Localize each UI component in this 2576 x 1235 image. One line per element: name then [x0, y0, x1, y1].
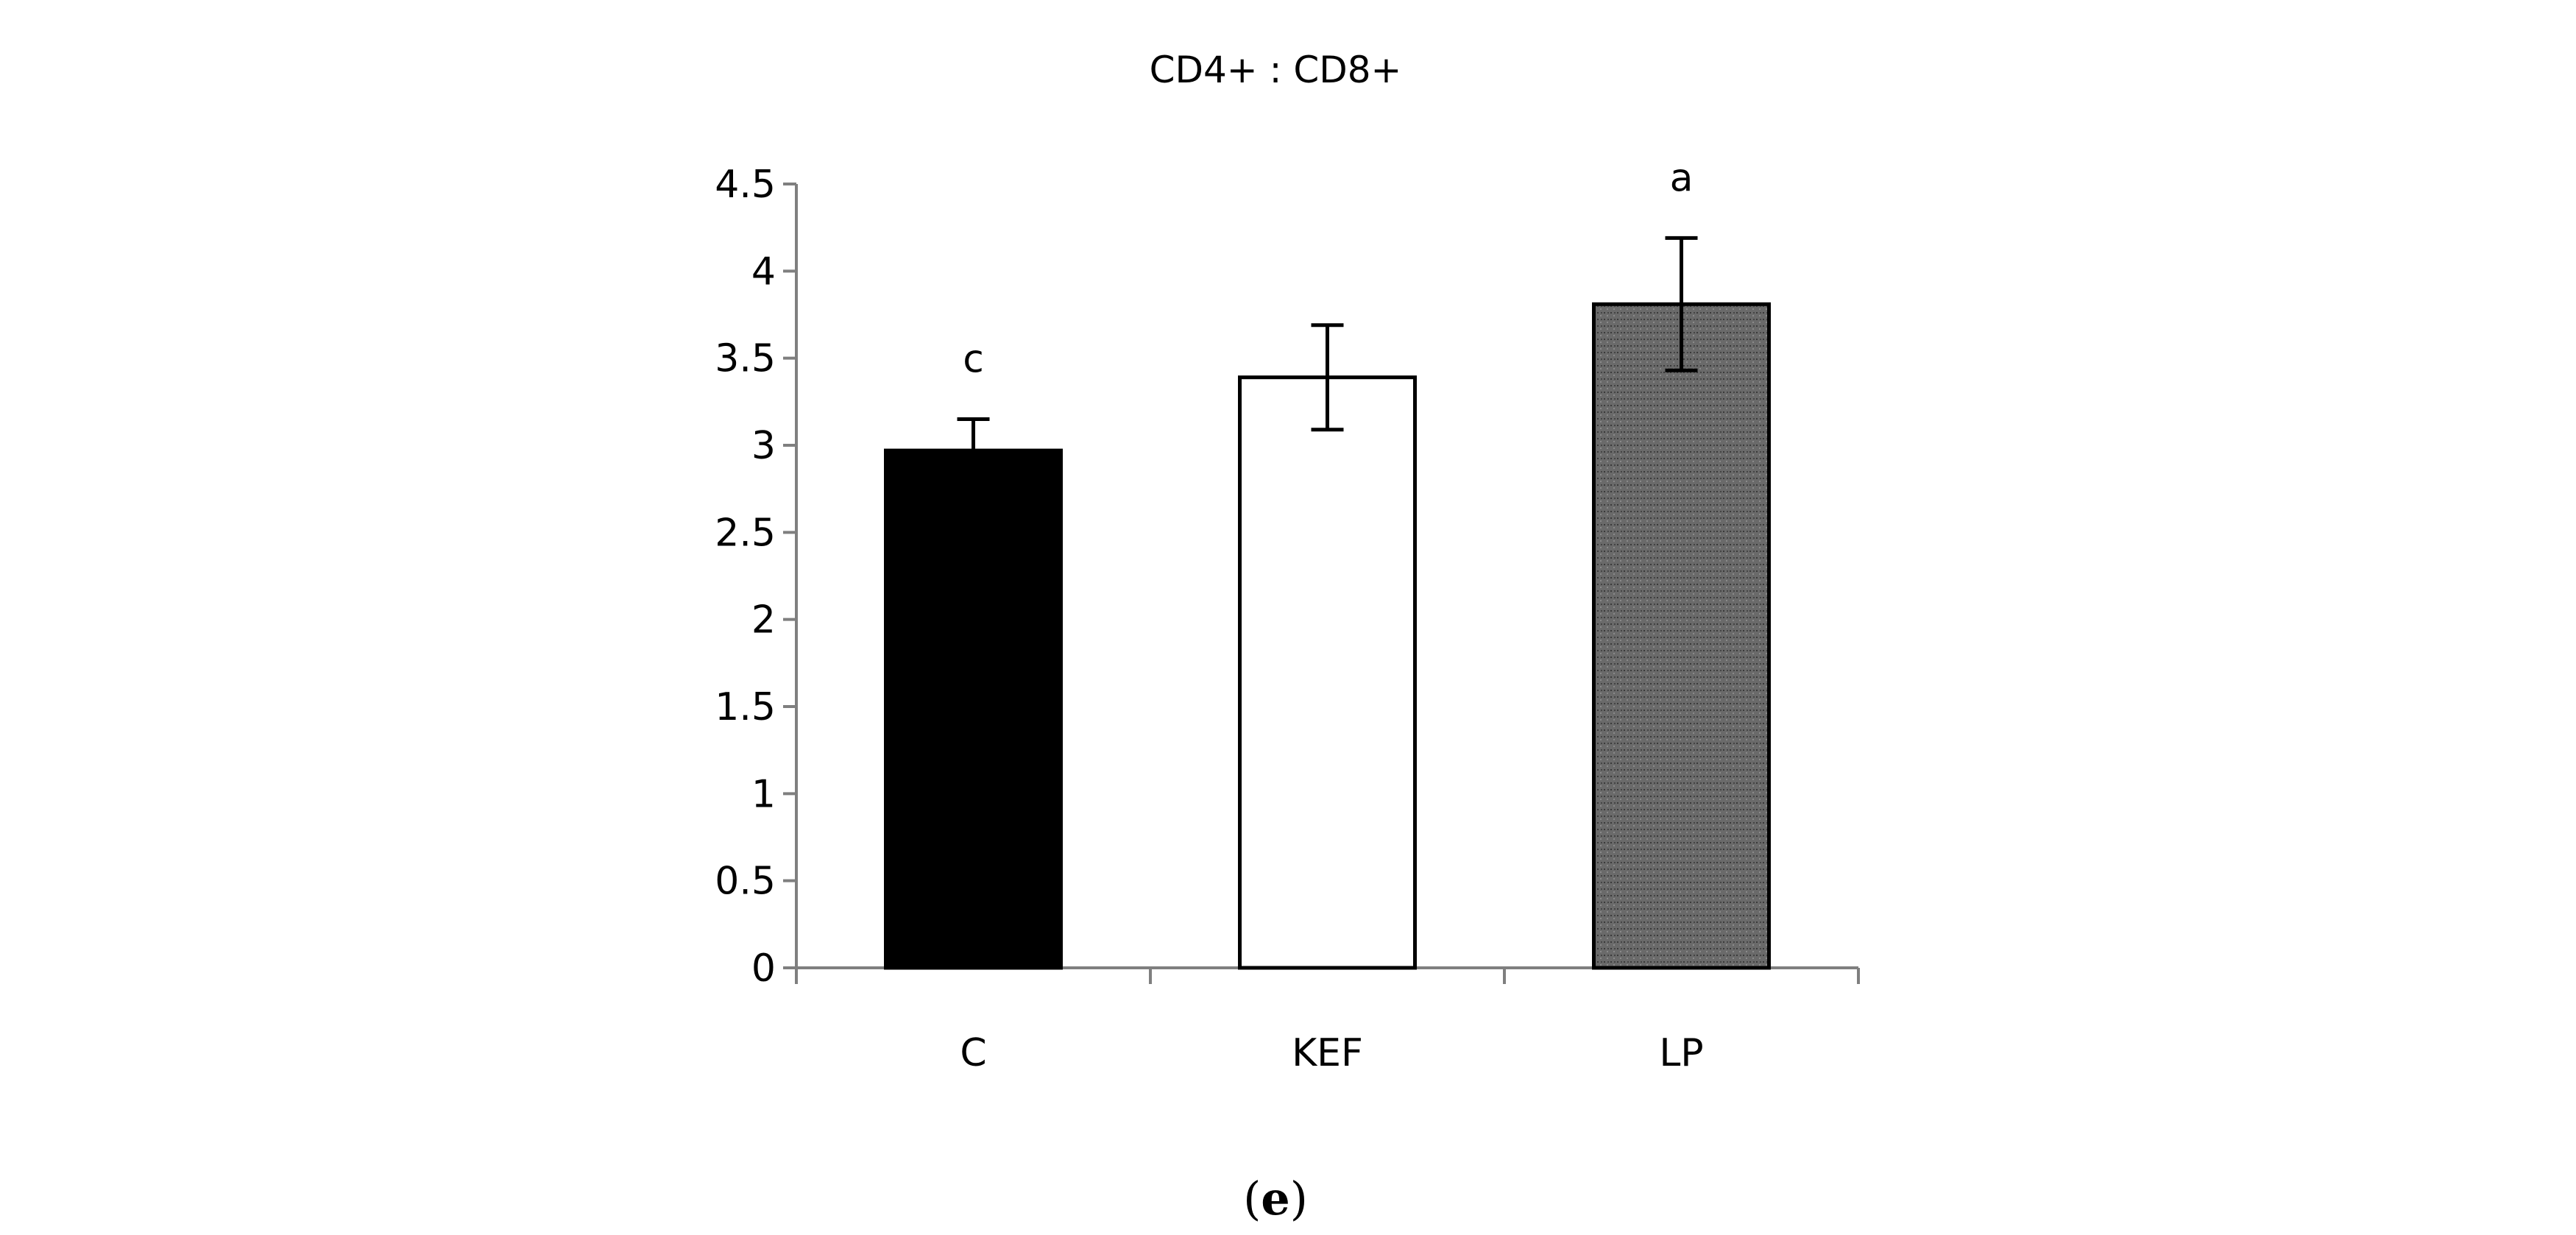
y-tick-label: 3.5 — [715, 337, 776, 381]
y-tick-label: 0.5 — [715, 860, 776, 904]
x-tick-label-c: C — [960, 1031, 986, 1075]
plot-area: 0 0.5 1 1.5 2 2.5 3 3.5 4 4.5 c C KEF a LP — [715, 156, 1860, 1075]
y-tick-label: 4 — [751, 250, 776, 294]
x-tick-label-lp: LP — [1659, 1031, 1703, 1075]
y-tick-label: 4.5 — [715, 163, 776, 207]
significance-label-lp: a — [1670, 156, 1694, 200]
x-tick-label-kef: KEF — [1292, 1031, 1363, 1075]
y-tick-label: 2 — [751, 598, 776, 643]
significance-label-c: c — [963, 338, 984, 382]
panel-label-open: ( — [1243, 1172, 1261, 1225]
bar-lp — [1592, 302, 1771, 970]
y-tick-label: 2.5 — [715, 511, 776, 555]
panel-label: (e) — [1243, 1172, 1308, 1225]
bar-kef — [1238, 375, 1417, 970]
chart-title: CD4+ : CD8+ — [1150, 49, 1402, 91]
y-tick-label: 1.5 — [715, 685, 776, 729]
panel-label-letter: e — [1261, 1172, 1289, 1225]
y-tick-label: 0 — [751, 946, 776, 991]
panel-label-close: ) — [1290, 1172, 1308, 1225]
y-tick-label: 1 — [751, 772, 776, 816]
y-tick-label: 3 — [751, 424, 776, 468]
bar-c — [884, 448, 1063, 970]
